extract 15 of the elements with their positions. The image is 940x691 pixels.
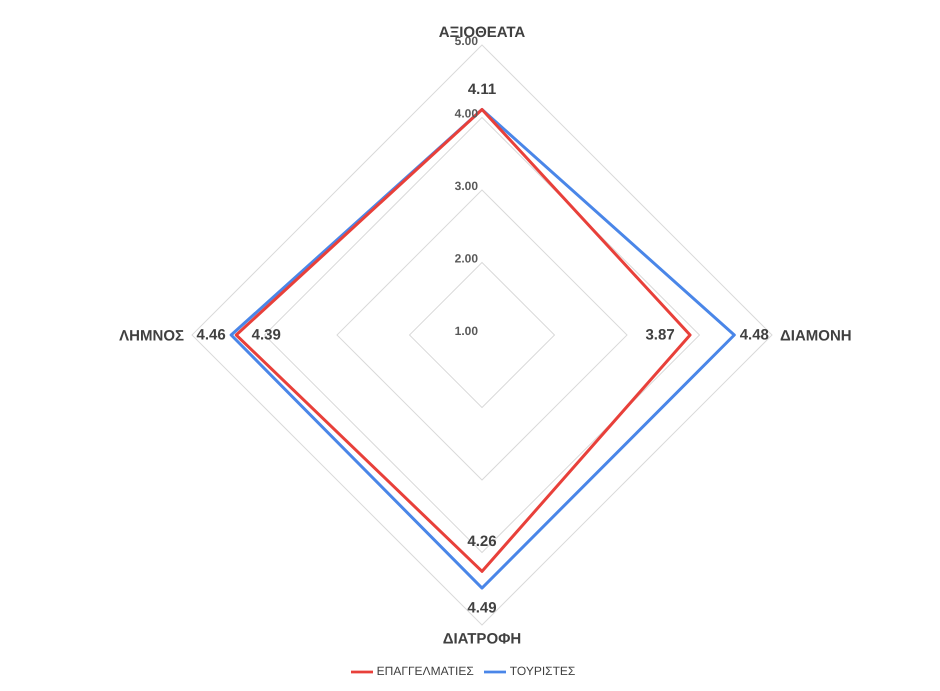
spoke-label: ΔΙΑΤΡΟΦΗ <box>442 630 522 648</box>
y-tick-label: 3.00 <box>454 179 478 193</box>
data-label: 4.11 <box>468 81 496 98</box>
y-tick-label: 2.00 <box>454 252 478 266</box>
data-label: 4.49 <box>467 600 497 617</box>
legend-label: ΤΟΥΡΙΣΤΕΣ <box>510 664 576 678</box>
data-label: 4.48 <box>740 326 769 344</box>
y-tick-label: 1.00 <box>454 324 478 338</box>
data-label: 4.39 <box>252 326 281 344</box>
spoke-label: ΛΗΜΝΟΣ <box>119 327 184 344</box>
spoke-label: ΔΙΑΜΟΝΗ <box>780 327 852 344</box>
data-label: 3.87 <box>645 326 675 344</box>
data-label: 4.26 <box>467 532 497 550</box>
data-label: 4.46 <box>196 326 226 344</box>
legend-label: ΕΠΑΓΓΕΛΜΑΤΙΕΣ <box>376 664 474 678</box>
